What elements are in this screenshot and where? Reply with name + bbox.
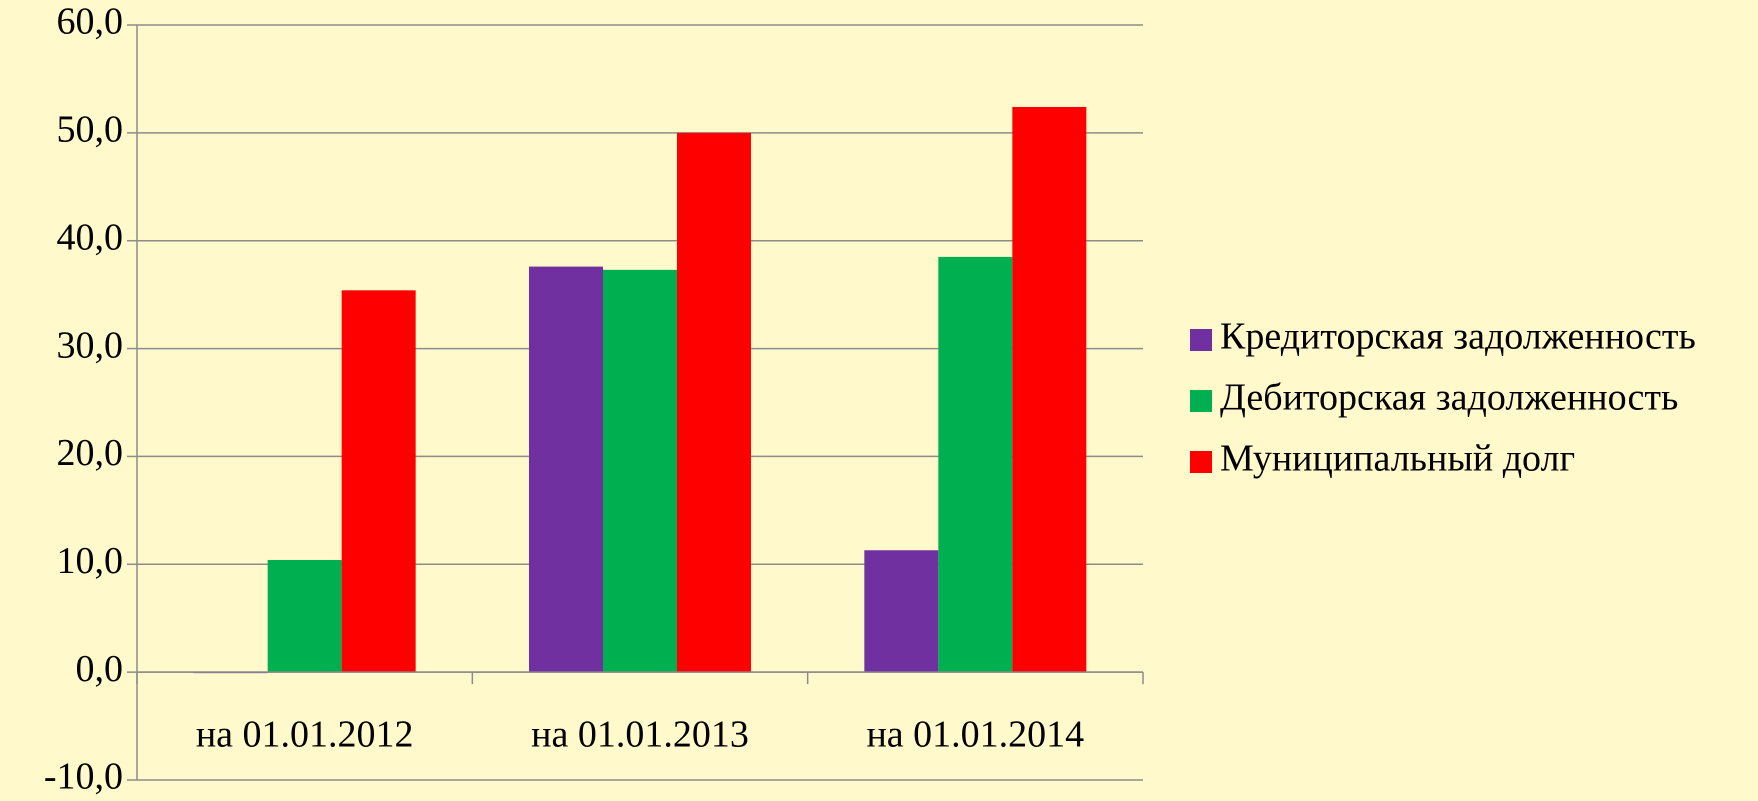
bar <box>864 550 939 673</box>
y-tick-label: 0,0 <box>76 648 124 690</box>
y-tick-label: 60,0 <box>57 1 124 43</box>
bar <box>938 256 1013 673</box>
x-tick-label: на 01.01.2013 <box>531 714 749 756</box>
x-tick-label: на 01.01.2014 <box>866 714 1084 756</box>
y-tick-label: 50,0 <box>57 109 124 151</box>
y-tick-label: 20,0 <box>57 432 124 474</box>
bar <box>267 559 342 673</box>
bar <box>603 269 677 673</box>
bar <box>677 132 751 673</box>
legend-swatch <box>1190 451 1212 473</box>
bar <box>529 266 603 673</box>
legend-label: Дебиторская задолженность <box>1220 377 1678 419</box>
legend-label: Муниципальный долг <box>1220 438 1575 480</box>
x-tick-label: на 01.01.2012 <box>196 714 414 756</box>
y-tick-label: 30,0 <box>57 324 124 366</box>
legend-label: Кредиторская задолженность <box>1220 316 1696 358</box>
bar <box>341 290 416 673</box>
bar <box>1012 106 1087 673</box>
legend-swatch <box>1190 329 1212 351</box>
y-tick-label: 40,0 <box>57 216 124 258</box>
legend-swatch <box>1190 390 1212 412</box>
y-tick-label: -10,0 <box>44 756 123 798</box>
y-tick-label: 10,0 <box>57 540 124 582</box>
